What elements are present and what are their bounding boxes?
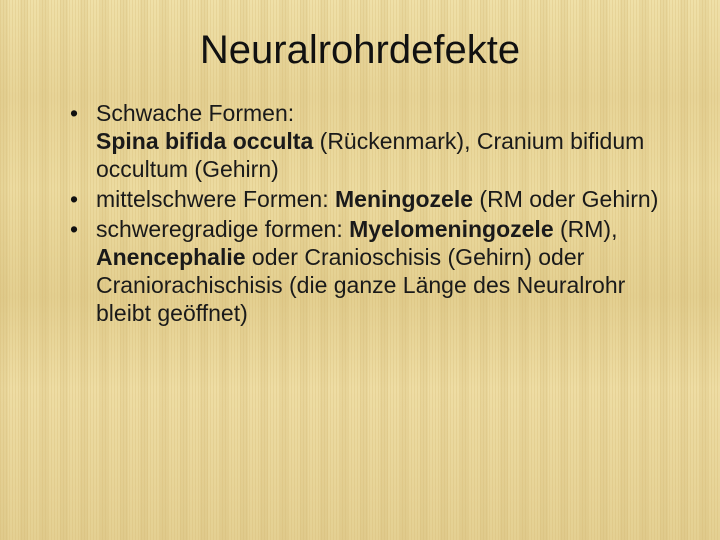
slide-title: Neuralrohrdefekte [50, 28, 670, 73]
text-run: schweregradige formen: [96, 216, 349, 242]
list-item: schweregradige formen: Myelomeningozele … [68, 215, 670, 327]
text-run: Spina bifida occulta [96, 128, 313, 154]
slide: Neuralrohrdefekte Schwache Formen:Spina … [0, 0, 720, 540]
text-run: Myelomeningozele [349, 216, 553, 242]
text-run: (RM oder Gehirn) [473, 186, 658, 212]
text-run: Anencephalie [96, 244, 246, 270]
text-run: (RM), [554, 216, 618, 242]
list-item: Schwache Formen:Spina bifida occulta (Rü… [68, 99, 670, 183]
bullet-list: Schwache Formen:Spina bifida occulta (Rü… [68, 99, 670, 327]
text-run: mittelschwere Formen: [96, 186, 335, 212]
text-run: Meningozele [335, 186, 473, 212]
list-item: mittelschwere Formen: Meningozele (RM od… [68, 185, 670, 213]
text-run: Schwache Formen: [96, 100, 294, 126]
